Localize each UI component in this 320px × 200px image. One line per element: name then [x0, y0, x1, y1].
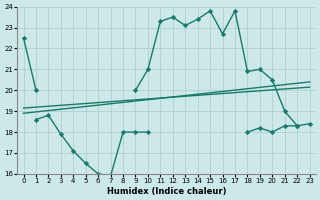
X-axis label: Humidex (Indice chaleur): Humidex (Indice chaleur) [107, 187, 226, 196]
